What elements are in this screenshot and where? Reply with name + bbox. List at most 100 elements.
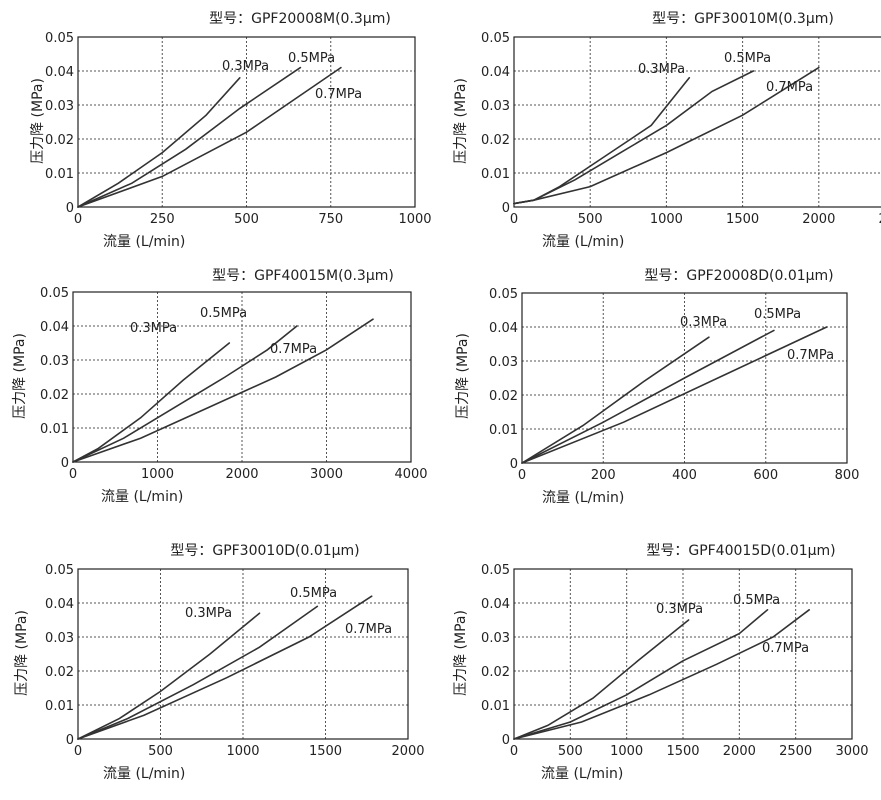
series-line-0-3mpa: [521, 336, 710, 464]
y-tick-label: 0.04: [481, 65, 510, 80]
y-tick-label: 0: [510, 457, 518, 472]
x-tick-label: 2000: [391, 744, 424, 759]
x-tick-label: 2000: [225, 467, 258, 482]
y-axis-label: 压力降 (MPa): [453, 78, 469, 164]
y-tick-label: 0.04: [45, 597, 74, 612]
chart-gpf20008d: 型号：GPF20008D(0.01μm) 0 200 400 600 800 0 0.01 0.…: [455, 268, 860, 506]
y-tick-label: 0.01: [45, 167, 74, 182]
y-tick-label: 0.02: [481, 133, 510, 148]
y-tick-label: 0.03: [481, 99, 510, 114]
x-axis-label: 流量 (L/min): [542, 234, 624, 250]
x-tick-label: 0: [510, 744, 518, 759]
y-tick-label: 0.04: [45, 65, 74, 80]
series-label: 0.5MPa: [200, 306, 247, 321]
y-tick-label: 0.02: [40, 388, 69, 403]
series-label: 0.7MPa: [766, 80, 813, 95]
y-axis-label: 压力降 (MPa): [30, 78, 46, 164]
x-tick-label: 1000: [610, 744, 643, 759]
x-tick-label: 1500: [666, 744, 699, 759]
series-line-0-7mpa: [72, 318, 374, 463]
x-tick-label: 3000: [310, 467, 343, 482]
y-axis-label: 压力降 (MPa): [14, 610, 30, 696]
series-line-0-3mpa: [77, 612, 261, 740]
x-axis-label: 流量 (L/min): [103, 766, 185, 782]
y-tick-label: 0.02: [45, 665, 74, 680]
plot-frame: [77, 36, 416, 208]
series-line-0-3mpa: [513, 619, 690, 740]
series-label: 0.3MPa: [222, 59, 269, 74]
y-tick-label: 0.02: [489, 389, 518, 404]
x-tick-label: 1000: [141, 467, 174, 482]
x-tick-label: 500: [234, 212, 259, 227]
y-tick-label: 0.05: [481, 563, 510, 578]
y-tick-label: 0.05: [45, 563, 74, 578]
y-tick-label: 0.01: [489, 423, 518, 438]
x-tick-label: 200: [591, 468, 616, 483]
series-label: 0.5MPa: [724, 51, 771, 66]
x-tick-label: 4000: [394, 467, 427, 482]
x-tick-label: 2000: [802, 212, 835, 227]
y-tick-label: 0.04: [489, 321, 518, 336]
y-tick-label: 0: [66, 201, 74, 216]
y-axis-label: 压力降 (MPa): [453, 610, 469, 696]
x-tick-label: 2500: [878, 212, 881, 227]
x-tick-label: 1500: [726, 212, 759, 227]
x-tick-label: 2500: [779, 744, 812, 759]
y-axis-label: 压力降 (MPa): [455, 333, 471, 419]
y-tick-label: 0.05: [40, 286, 69, 301]
chart-title: 型号：GPF30010M(0.3μm): [652, 11, 834, 27]
chart-title: 型号：GPF40015M(0.3μm): [212, 268, 394, 284]
x-tick-label: 400: [672, 468, 697, 483]
series-line-0-5mpa: [513, 609, 769, 740]
chart-gpf40015m: 型号：GPF40015M(0.3μm) 0 1000 2000 3000 4000 0 0.0…: [12, 268, 428, 505]
series-label: 0.3MPa: [680, 315, 727, 330]
series-line-0-7mpa: [513, 66, 820, 205]
y-tick-label: 0.01: [45, 699, 74, 714]
y-tick-label: 0.03: [489, 355, 518, 370]
y-tick-label: 0: [66, 733, 74, 748]
series-label: 0.7MPa: [762, 641, 809, 656]
series-label: 0.5MPa: [288, 51, 335, 66]
y-tick-label: 0.01: [40, 422, 69, 437]
series-line-0-5mpa: [77, 605, 319, 740]
y-tick-label: 0.05: [481, 31, 510, 46]
x-tick-label: 1000: [398, 212, 431, 227]
x-tick-label: 0: [74, 744, 82, 759]
x-tick-label: 0: [518, 468, 526, 483]
x-axis-label: 流量 (L/min): [542, 490, 624, 506]
x-axis-label: 流量 (L/min): [103, 234, 185, 250]
x-tick-label: 600: [753, 468, 778, 483]
plot-frame: [72, 291, 412, 463]
plot-frame: [521, 292, 848, 464]
x-tick-label: 500: [578, 212, 603, 227]
x-tick-label: 1000: [226, 744, 259, 759]
series-line-0-7mpa: [77, 66, 342, 208]
x-tick-label: 2000: [723, 744, 756, 759]
y-tick-label: 0.03: [481, 631, 510, 646]
x-tick-label: 250: [150, 212, 175, 227]
y-tick-label: 0: [502, 733, 510, 748]
x-tick-label: 800: [835, 468, 860, 483]
series-label: 0.3MPa: [185, 606, 232, 621]
x-tick-label: 1500: [309, 744, 342, 759]
chart-title: 型号：GPF20008D(0.01μm): [644, 268, 833, 284]
x-tick-label: 0: [69, 467, 77, 482]
y-tick-label: 0.03: [45, 99, 74, 114]
x-tick-label: 3000: [835, 744, 868, 759]
x-tick-label: 500: [558, 744, 583, 759]
plot-frame: [513, 36, 881, 208]
series-label: 0.7MPa: [270, 342, 317, 357]
x-tick-label: 750: [318, 212, 343, 227]
series-label: 0.7MPa: [787, 348, 834, 363]
y-tick-label: 0.02: [45, 133, 74, 148]
y-tick-label: 0.05: [45, 31, 74, 46]
y-tick-label: 0.04: [40, 320, 69, 335]
chart-title: 型号：GPF30010D(0.01μm): [170, 543, 359, 559]
series-line-0-7mpa: [521, 326, 828, 464]
y-tick-label: 0: [502, 201, 510, 216]
y-tick-label: 0.01: [481, 167, 510, 182]
series-label: 0.5MPa: [754, 307, 801, 322]
chart-title: 型号：GPF20008M(0.3μm): [209, 11, 391, 27]
y-tick-label: 0.04: [481, 597, 510, 612]
series-label: 0.5MPa: [290, 586, 337, 601]
